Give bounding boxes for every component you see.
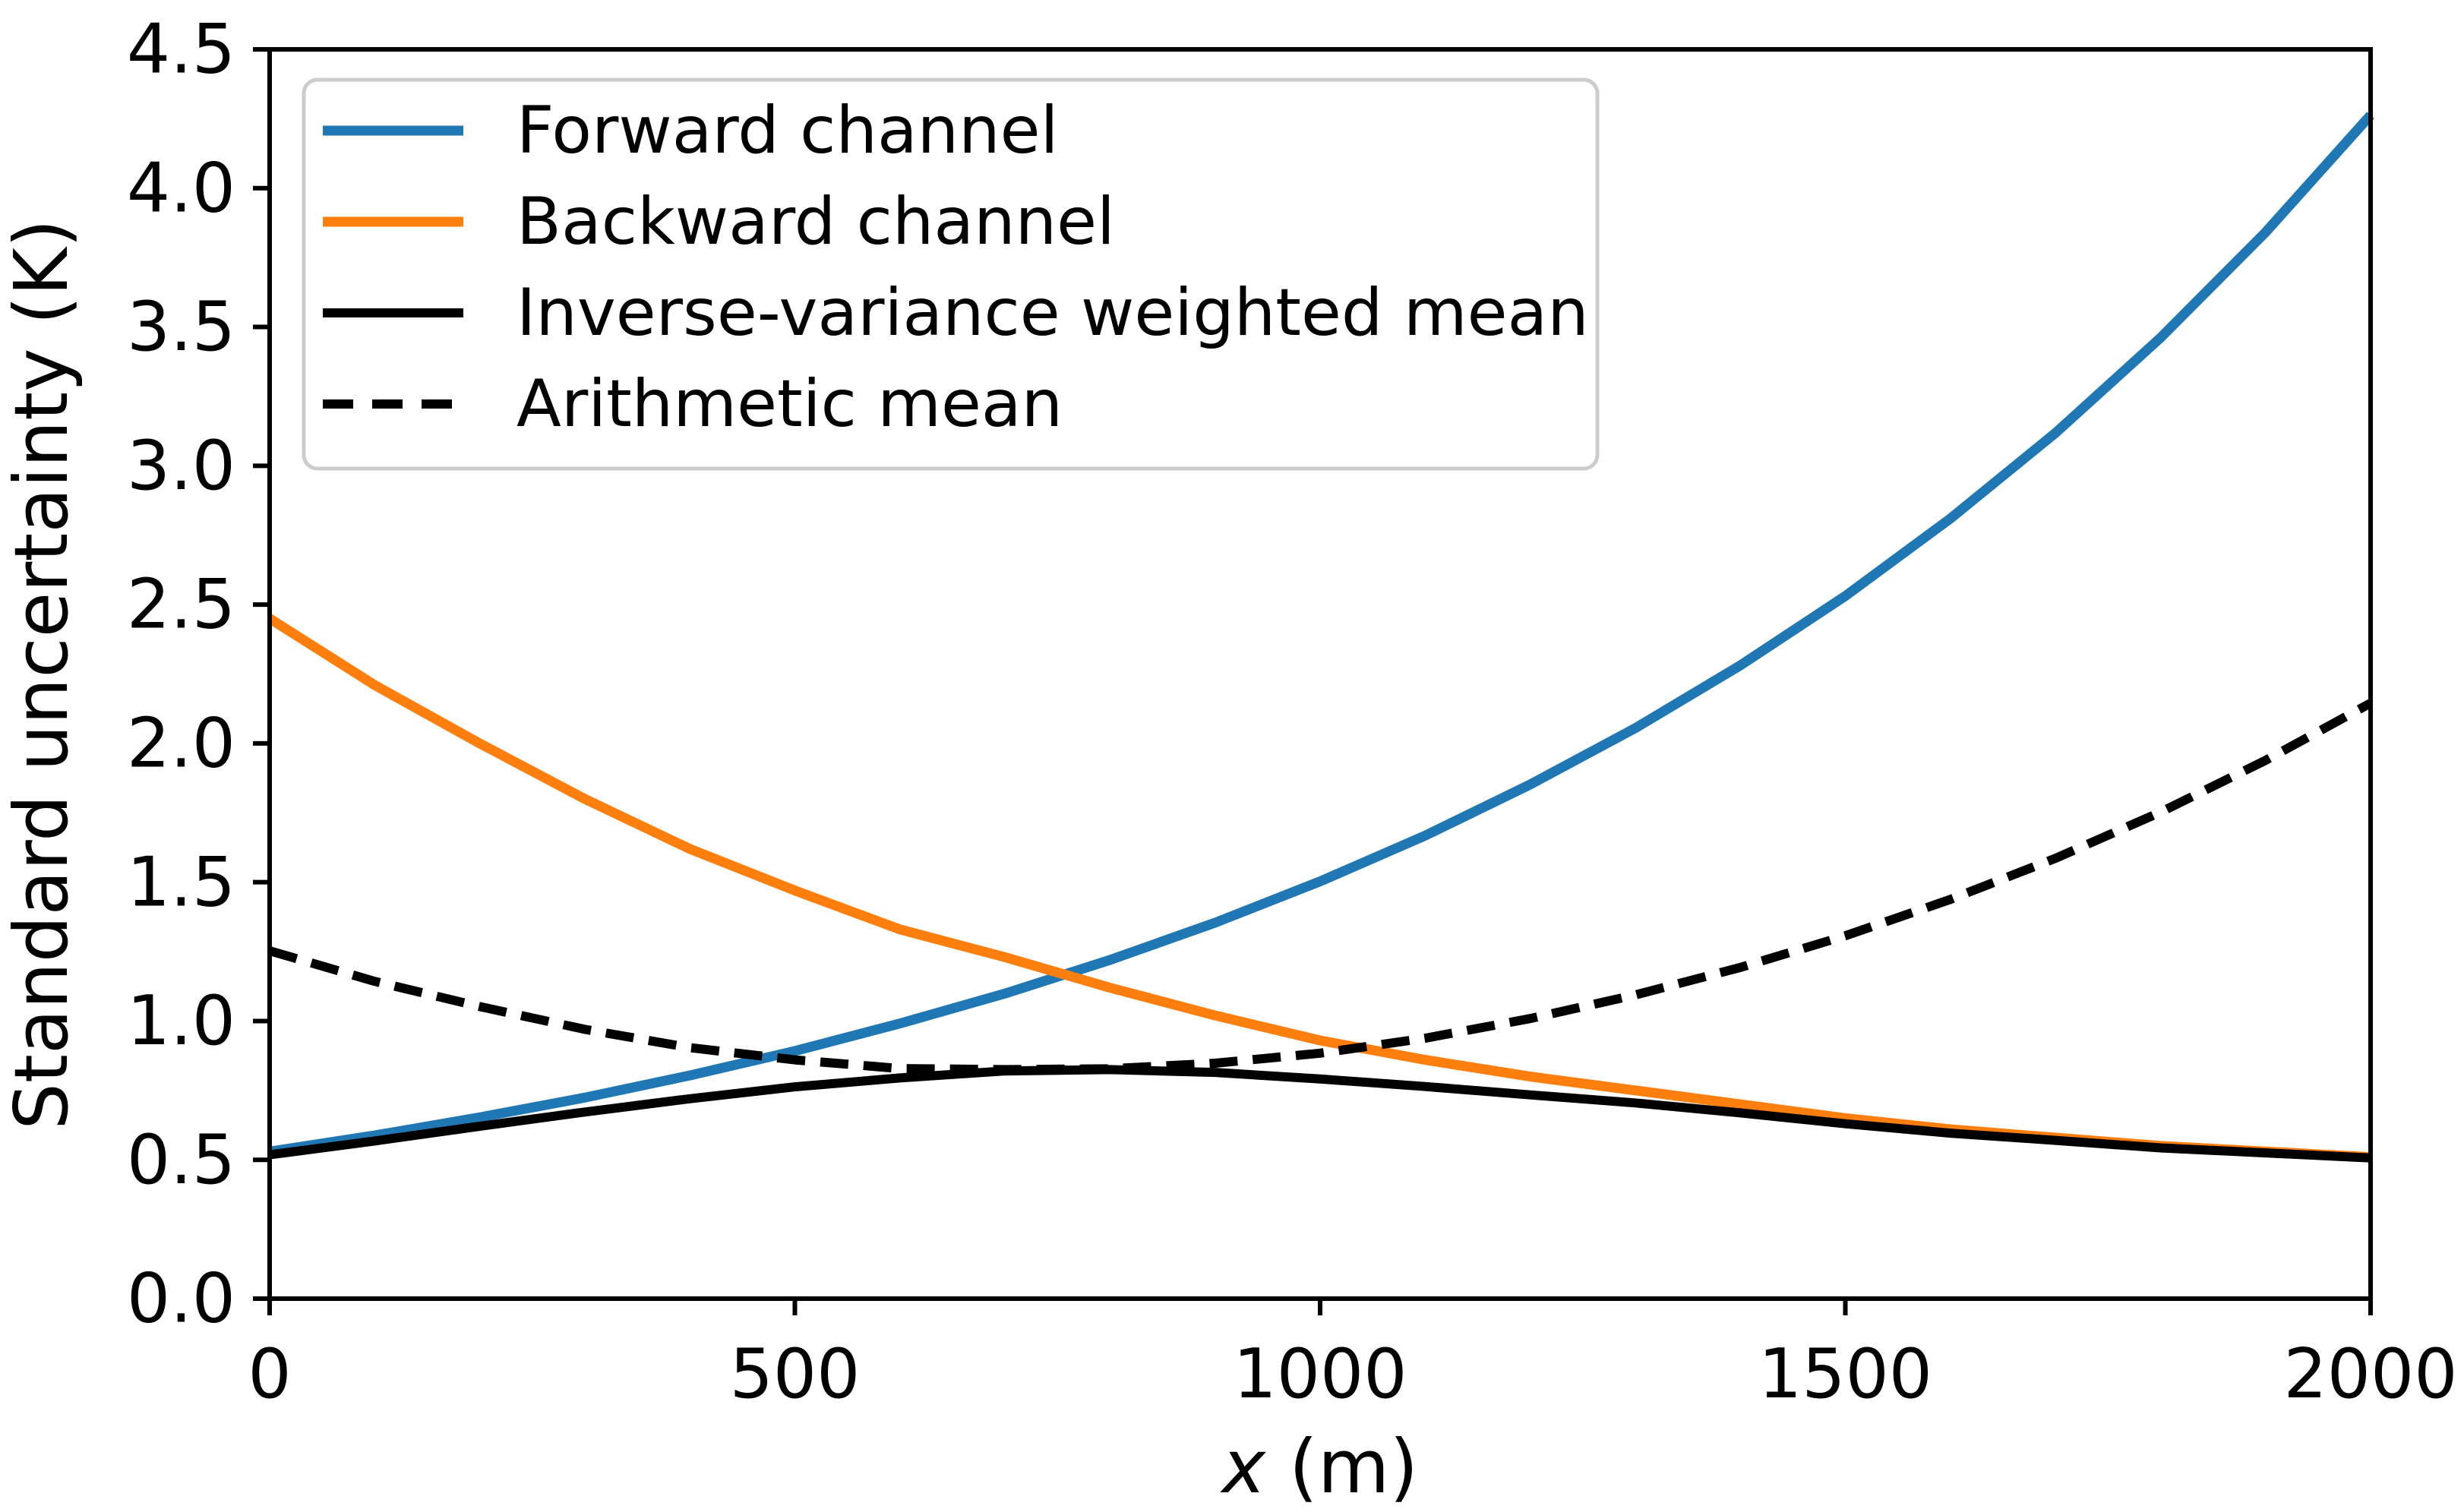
legend-label: Inverse-variance weighted mean bbox=[516, 275, 1589, 351]
legend-entry: Inverse-variance weighted mean bbox=[323, 275, 1589, 351]
y-axis-ticks: 0.0 0.5 1.0 1.5 2.0 2.5 3.0 3.5 4.0 4.5 bbox=[127, 10, 270, 1339]
x-axis-tick-label: 500 bbox=[730, 1334, 861, 1414]
x-axis-tick-label: 2000 bbox=[2283, 1334, 2457, 1414]
plot-border bbox=[267, 47, 2373, 1301]
legend-label: Forward channel bbox=[516, 93, 1059, 169]
y-axis-tick-label: 2.5 bbox=[127, 565, 235, 645]
y-axis-tick-label: 2.0 bbox=[127, 703, 235, 783]
legend-label: Backward channel bbox=[516, 184, 1115, 260]
x-axis-tick-label: 1000 bbox=[1233, 1334, 1407, 1414]
y-axis-tick-label: 4.0 bbox=[127, 148, 235, 228]
y-axis-tick-label: 1.5 bbox=[127, 842, 235, 922]
y-axis-tick-label: 3.5 bbox=[127, 287, 235, 367]
y-axis-tick-label: 0.5 bbox=[127, 1120, 235, 1200]
y-axis-tick-label: 4.5 bbox=[127, 10, 235, 90]
legend-entry: Forward channel bbox=[323, 93, 1059, 169]
legend: Forward channel Backward channel Inverse-v… bbox=[302, 77, 1600, 471]
y-axis-tick-label: 0.0 bbox=[127, 1259, 235, 1339]
series-line-inverse-variance-weighted-mean bbox=[269, 1065, 2371, 1163]
legend-box bbox=[302, 77, 1600, 471]
y-axis-label: Standard uncertainty (K) bbox=[0, 219, 84, 1129]
series-line-arithmetic-mean bbox=[268, 699, 2373, 1075]
x-axis-label: x (m) bbox=[1220, 1424, 1418, 1509]
x-axis-tick-label: 1500 bbox=[1758, 1334, 1932, 1414]
legend-entry: Backward channel bbox=[323, 184, 1115, 260]
legend-label: Arithmetic mean bbox=[516, 366, 1063, 442]
x-axis-tick-label: 0 bbox=[248, 1334, 291, 1414]
y-axis-tick-label: 1.0 bbox=[127, 981, 235, 1061]
series-lines bbox=[267, 112, 2374, 1163]
y-axis-tick-label: 3.0 bbox=[127, 426, 235, 506]
series-line-forward-channel bbox=[269, 112, 2374, 1157]
x-axis-ticks: 0 500 1000 1500 2000 bbox=[248, 1299, 2458, 1414]
legend-entry: Arithmetic mean bbox=[323, 366, 1063, 442]
